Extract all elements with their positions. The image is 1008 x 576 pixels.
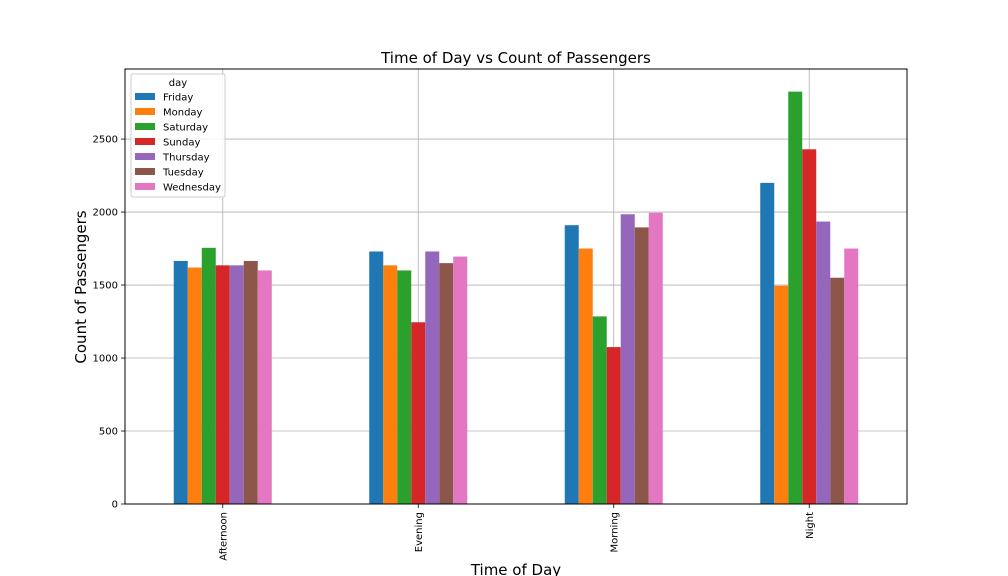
bar-wednesday-night <box>844 248 859 504</box>
y-tick-label: 2000 <box>93 208 118 219</box>
bar-sunday-night <box>802 149 817 505</box>
legend-label-thursday: Thursday <box>162 153 210 164</box>
legend-swatch-sunday <box>135 138 155 145</box>
bar-thursday-night <box>816 221 831 505</box>
plot-frame <box>124 68 908 505</box>
bar-wednesday-afternoon <box>257 270 272 504</box>
bar-monday-evening <box>383 265 398 504</box>
bar-saturday-morning <box>592 316 607 504</box>
bar-sunday-morning <box>606 347 621 504</box>
legend-swatch-thursday <box>135 153 155 160</box>
bar-wednesday-evening <box>453 256 468 504</box>
y-tick-label: 0 <box>112 500 118 511</box>
legend-label-tuesday: Tuesday <box>162 168 204 179</box>
bar-monday-morning <box>578 248 593 504</box>
y-axis-label: Count of Passengers <box>72 210 90 363</box>
legend: day Friday Monday Saturday Sunday Thursday Tu… <box>130 73 226 198</box>
legend-label-wednesday: Wednesday <box>163 183 221 194</box>
x-axis-ticks: Afternoon Evening Morning Night <box>218 504 816 561</box>
bar-saturday-night <box>788 91 803 504</box>
bar-tuesday-morning <box>634 227 649 505</box>
bar-friday-night <box>760 182 775 504</box>
legend-swatch-wednesday <box>135 183 155 190</box>
legend-label-sunday: Sunday <box>163 138 200 149</box>
y-tick-label: 1000 <box>93 354 118 365</box>
x-tick-label: Night <box>805 512 816 539</box>
bar-friday-morning <box>564 225 579 504</box>
legend-label-monday: Monday <box>163 108 203 119</box>
bar-thursday-morning <box>620 214 635 504</box>
bars <box>173 91 859 505</box>
legend-box <box>130 73 226 198</box>
legend-swatch-tuesday <box>135 168 155 175</box>
x-axis-label: Time of Day <box>470 561 561 576</box>
y-tick-label: 500 <box>99 427 118 438</box>
x-tick-label: Morning <box>609 512 620 552</box>
x-tick-label: Evening <box>414 512 425 552</box>
x-tick-label: Afternoon <box>218 512 229 561</box>
bar-tuesday-night <box>830 277 845 504</box>
bar-saturday-afternoon <box>201 247 216 504</box>
bar-thursday-evening <box>425 251 440 504</box>
bar-friday-afternoon <box>173 260 188 504</box>
chart-title: Time of Day vs Count of Passengers <box>380 49 651 67</box>
bar-friday-evening <box>369 251 384 504</box>
bar-sunday-afternoon <box>215 265 230 504</box>
bar-monday-night <box>774 285 789 504</box>
legend-swatch-friday <box>135 93 155 100</box>
bar-tuesday-afternoon <box>243 260 258 504</box>
y-tick-label: 1500 <box>93 281 118 292</box>
bar-saturday-evening <box>397 270 412 504</box>
bar-sunday-evening <box>411 322 426 504</box>
legend-title: day <box>169 78 187 89</box>
bar-thursday-afternoon <box>229 265 244 504</box>
bar-monday-afternoon <box>187 267 202 504</box>
legend-swatch-saturday <box>135 123 155 130</box>
y-tick-label: 2500 <box>93 135 118 146</box>
bar-wednesday-morning <box>648 212 663 504</box>
bar-tuesday-evening <box>439 263 454 504</box>
y-axis-ticks: 0 500 1000 1500 2000 2500 <box>93 135 125 511</box>
legend-label-saturday: Saturday <box>163 123 208 134</box>
legend-swatch-monday <box>135 108 155 115</box>
legend-label-friday: Friday <box>163 93 193 104</box>
